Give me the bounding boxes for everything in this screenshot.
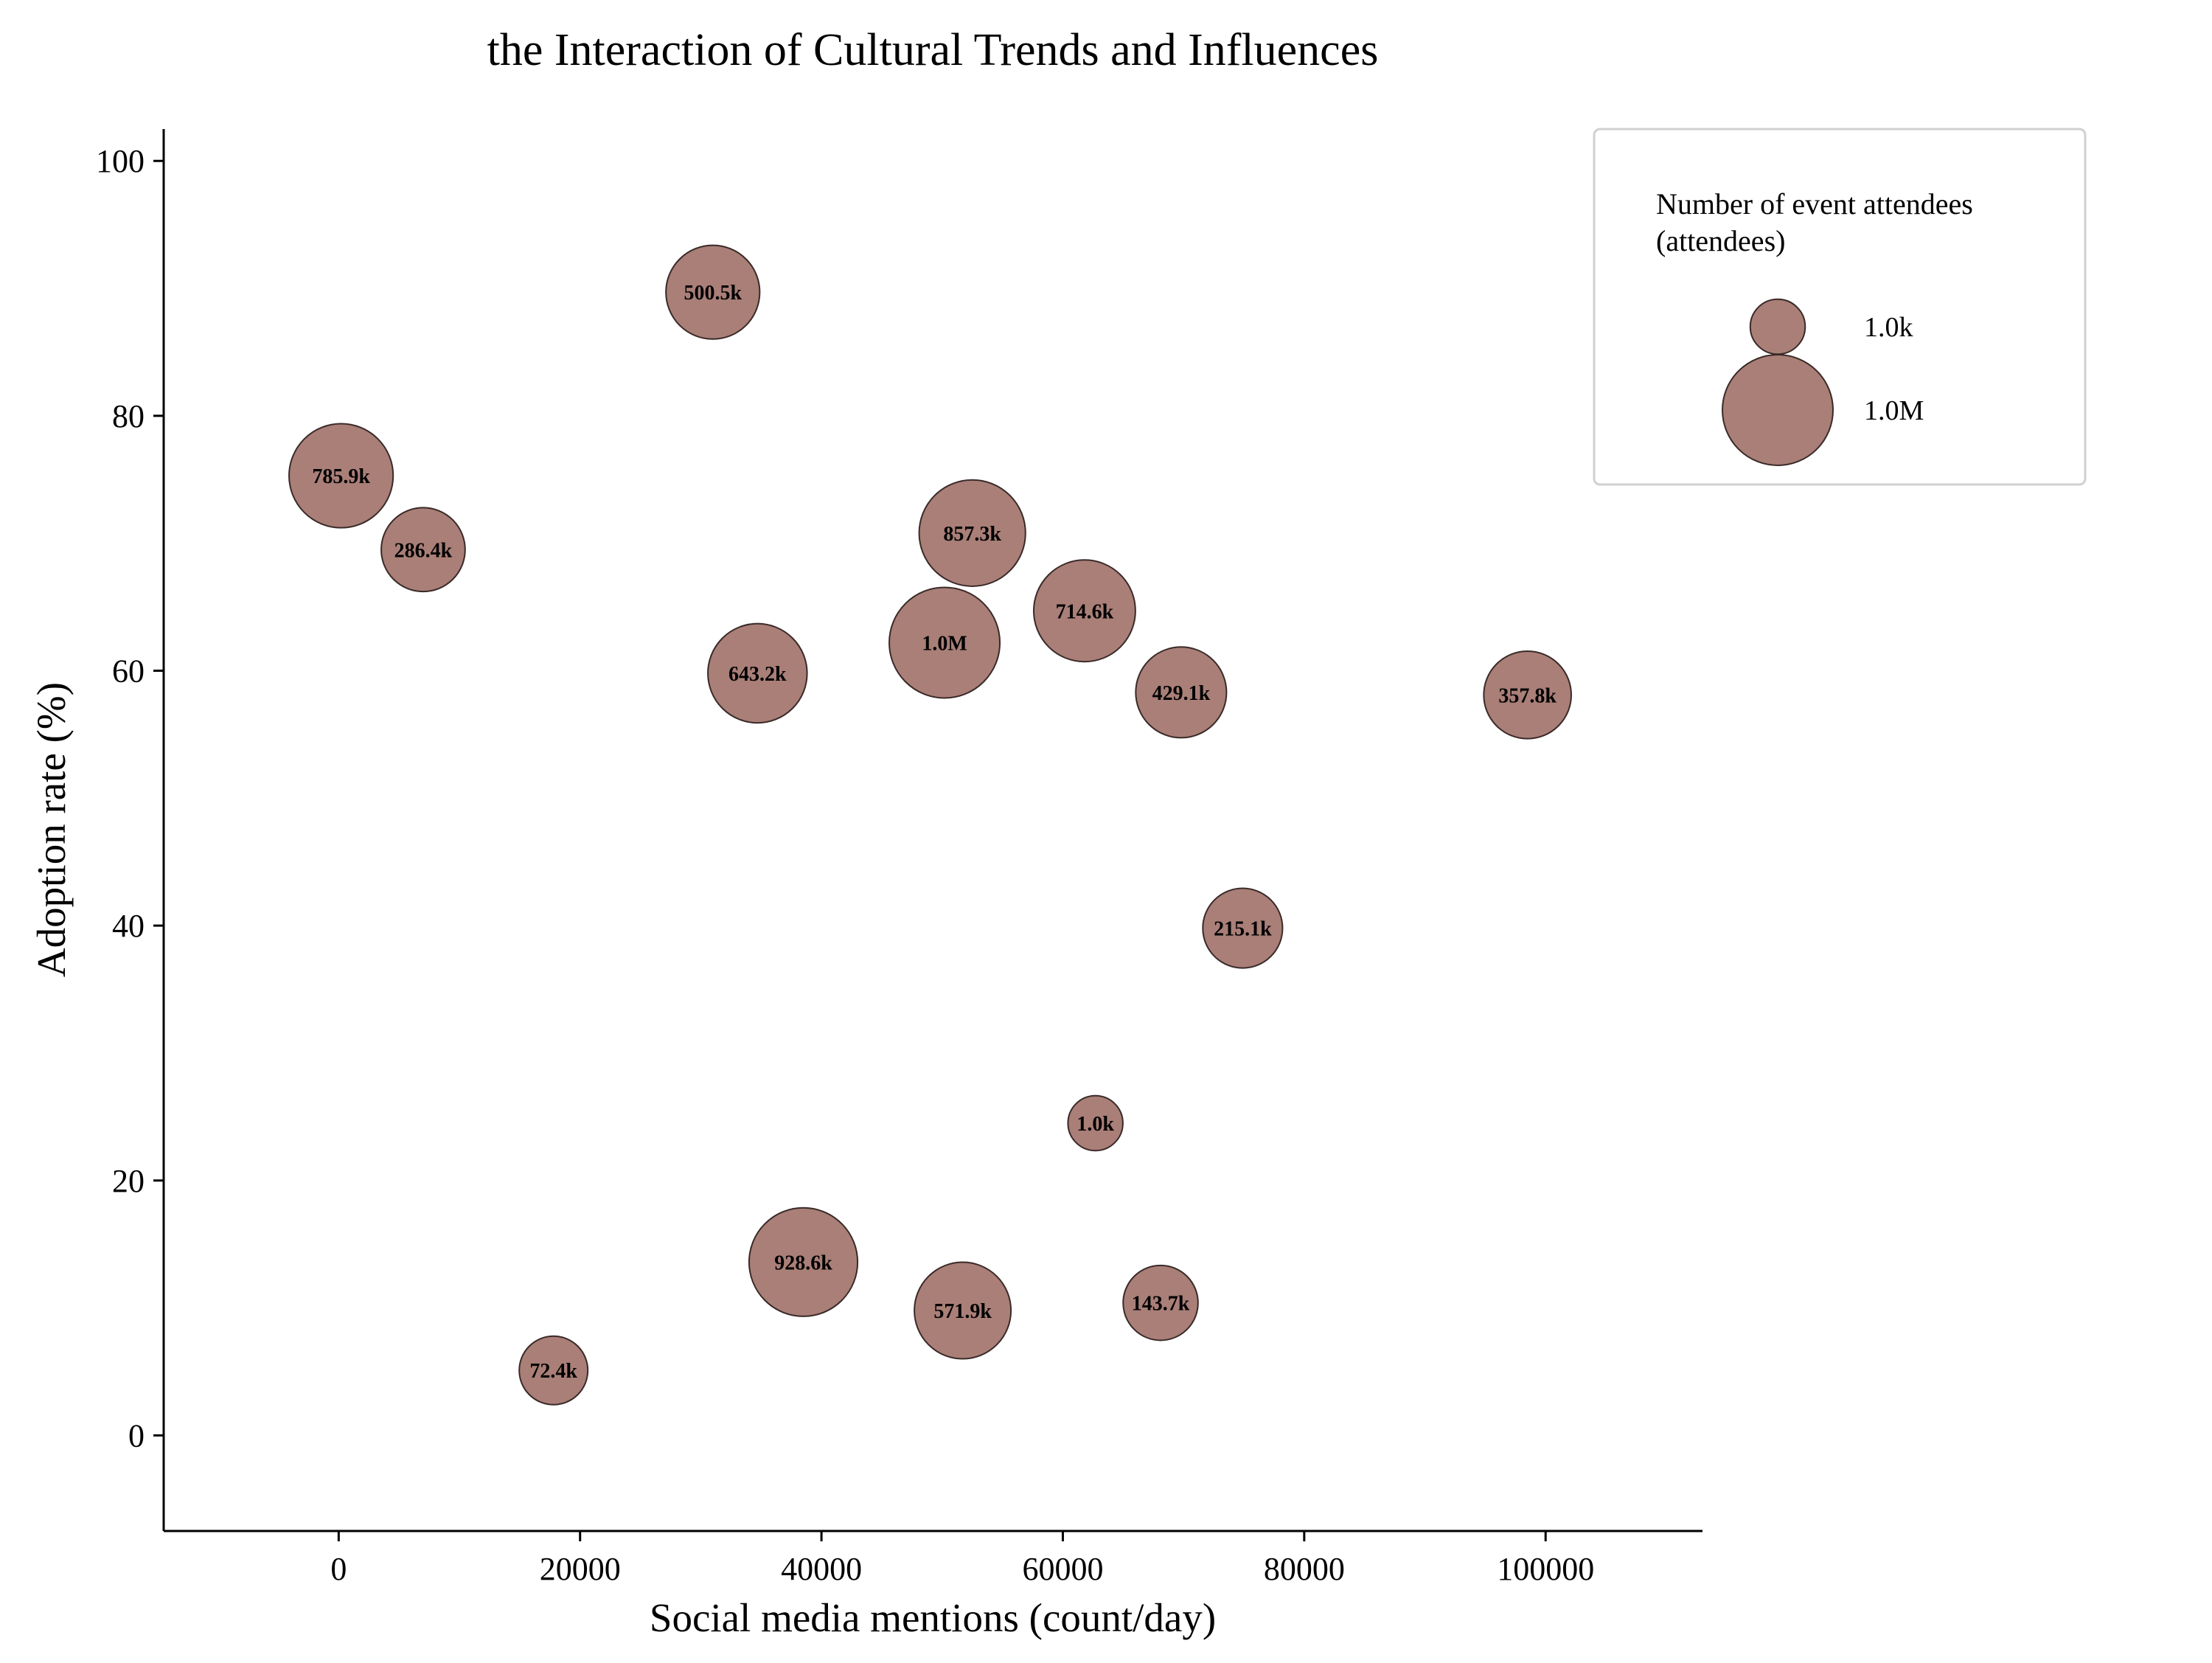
bubble-point [1032, 559, 1136, 663]
bubble-point [1202, 887, 1284, 969]
bubble-data-label: 571.9k [933, 1300, 992, 1323]
bubble-data-label: 714.6k [1056, 600, 1114, 623]
bubble-point [380, 507, 466, 593]
bubble-data-label: 72.4k [529, 1360, 577, 1383]
y-tick-label: 0 [128, 1417, 145, 1454]
y-tick-label: 40 [112, 908, 145, 944]
legend-size-marker [1749, 298, 1806, 355]
bubble-data-label: 215.1k [1214, 918, 1272, 941]
bubble-data-label: 500.5k [684, 282, 742, 305]
legend-frame [1593, 128, 2087, 486]
x-axis-ticks: 0 20000 40000 60000 80000 100000 [330, 1531, 1594, 1587]
axes: 0 20000 40000 60000 80000 100000 0 20 40 60 80 100 [96, 129, 1703, 1587]
bubble-point [914, 1261, 1012, 1360]
legend-size-label: 1.0k [1864, 312, 1913, 343]
y-tick-label: 80 [112, 398, 145, 434]
legend-entries: 1.0k 1.0M [1722, 298, 1924, 466]
x-tick-label: 20000 [540, 1551, 621, 1587]
chart-title: the Interaction of Cultural Trends and I… [487, 25, 1379, 75]
size-legend: Number of event attendees (attendees) 1.… [1593, 128, 2087, 486]
bubble-point [1067, 1094, 1124, 1152]
bubble-data-label: 1.0k [1077, 1113, 1114, 1136]
x-tick-label: 0 [330, 1551, 347, 1587]
x-tick-label: 100000 [1497, 1551, 1594, 1587]
x-tick-label: 40000 [781, 1551, 862, 1587]
bubble-data-label: 1.0M [922, 632, 967, 655]
bubble-series: 500.5k 785.9k 286.4k 857.3k 714.6k 1.0M 643.2k… [288, 244, 1572, 1406]
x-axis-label: Social media mentions (count/day) [650, 1595, 1216, 1640]
bubble-data-label: 785.9k [312, 465, 370, 488]
bubble-data-label: 357.8k [1498, 684, 1557, 707]
legend-size-label: 1.0M [1864, 395, 1924, 426]
bubble-point [748, 1207, 859, 1317]
y-tick-label: 60 [112, 653, 145, 689]
bubble-point [918, 479, 1026, 587]
bubble-data-label: 928.6k [774, 1251, 832, 1274]
bubble-point [888, 586, 1001, 699]
bubble-data-label: 286.4k [394, 539, 453, 562]
bubble-point [1122, 1264, 1199, 1341]
bubble-data-label: 143.7k [1132, 1293, 1190, 1316]
bubble-point [1135, 646, 1228, 739]
y-axis-label: Adoption rate (%) [29, 682, 74, 977]
legend-size-marker [1722, 354, 1834, 466]
bubble-data-label: 643.2k [728, 663, 787, 686]
y-axis-ticks: 0 20 40 60 80 100 [96, 143, 164, 1454]
y-tick-label: 20 [112, 1163, 145, 1199]
bubble-point [707, 622, 808, 724]
legend-title-line-2: (attendees) [1656, 224, 1785, 257]
bubble-point [665, 244, 761, 340]
bubble-point [518, 1335, 589, 1406]
bubble-point [288, 423, 394, 529]
x-tick-label: 60000 [1022, 1551, 1103, 1587]
y-tick-label: 100 [96, 143, 145, 179]
bubble-data-label: 429.1k [1152, 682, 1211, 705]
bubble-data-label: 857.3k [943, 523, 1001, 546]
x-tick-label: 80000 [1264, 1551, 1345, 1587]
legend-title-line-1: Number of event attendees [1656, 187, 1973, 221]
bubble-point [1483, 650, 1572, 740]
